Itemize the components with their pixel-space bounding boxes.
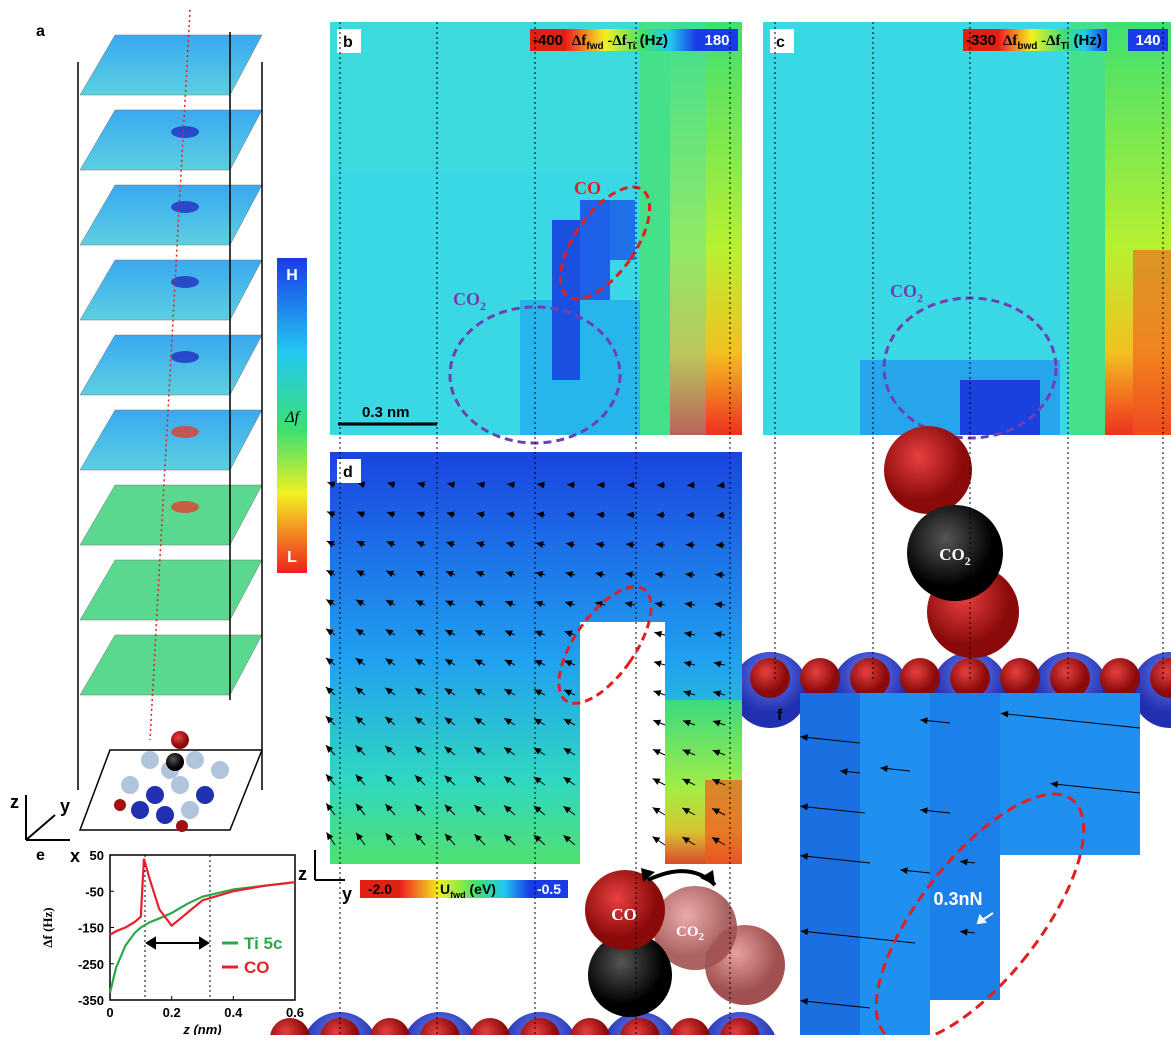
legend-label: CO [244, 958, 270, 977]
atoms [114, 731, 229, 832]
surface-atom [900, 658, 940, 698]
surface-atom [1100, 658, 1140, 698]
x-tick-label: 0.2 [163, 1005, 181, 1020]
colorbar-max: -0.5 [537, 881, 561, 897]
map-d [326, 452, 742, 864]
plot-frame [110, 855, 295, 1000]
surface-atom [1050, 658, 1090, 698]
slice [80, 110, 262, 170]
axis-label: x [70, 846, 80, 866]
map-b [330, 22, 742, 435]
colorbar-max: 140 [1135, 32, 1160, 49]
surface-atom [1000, 658, 1040, 698]
feature [171, 351, 199, 363]
scale-label: 0.3 nm [362, 404, 410, 421]
panel-label: d [343, 464, 353, 481]
colorbar-label: L [287, 549, 297, 566]
map-f [800, 693, 1140, 1035]
panel-label: f [777, 707, 783, 724]
axis-label: y [342, 884, 352, 904]
slice [80, 410, 262, 470]
x-tick-label: 0.6 [286, 1005, 304, 1020]
colorbar-min: -400 [533, 32, 563, 49]
legend-label: Ti 5c [244, 934, 282, 953]
panel-label: b [343, 34, 353, 51]
molecule-label: CO [611, 905, 637, 924]
colorbar-min: -2.0 [368, 881, 392, 897]
axis-label: y [60, 796, 70, 816]
x-tick-label: 0.4 [224, 1005, 243, 1020]
molecule-c [700, 426, 1171, 728]
colorbar-max: 180 [704, 32, 729, 49]
label-co: CO [574, 178, 601, 198]
span-arrow [147, 938, 208, 948]
feature [171, 126, 199, 138]
x-tick-label: 0 [106, 1005, 113, 1020]
slice [80, 485, 262, 545]
slice [80, 635, 262, 695]
surface-atom [270, 1018, 310, 1035]
feature [171, 426, 199, 438]
surface-atom [470, 1018, 510, 1035]
y-tick-label: -350 [78, 993, 104, 1008]
panel-label: e [36, 847, 45, 864]
surface-atom [750, 658, 790, 698]
force-label: 0.3nN [933, 889, 982, 909]
x-axis-label: z (nm) [182, 1022, 221, 1035]
y-tick-label: -150 [78, 921, 104, 936]
colorbar-min: -330 [966, 32, 996, 49]
panel-label: a [36, 23, 45, 40]
slice [80, 35, 262, 95]
colorbar-label: H [286, 267, 298, 284]
axis-label: z [10, 792, 19, 812]
surface-atom [670, 1018, 710, 1035]
y-tick-label: -50 [85, 884, 104, 899]
colorbar-label: Δf [284, 409, 301, 426]
feature [171, 201, 199, 213]
surface-atom [800, 658, 840, 698]
y-tick-label: -250 [78, 957, 104, 972]
axis-label: z [298, 864, 307, 884]
slice [80, 560, 262, 620]
feature [171, 501, 199, 513]
panel-label: c [776, 34, 785, 51]
map-c [763, 22, 1171, 435]
surface-atom [370, 1018, 410, 1035]
y-tick-label: 50 [90, 848, 104, 863]
y-axis-label: Δf (Hz) [40, 907, 55, 947]
slice [80, 260, 262, 320]
surface-atom [570, 1018, 610, 1035]
slice [80, 185, 262, 245]
surface-atom [850, 658, 890, 698]
